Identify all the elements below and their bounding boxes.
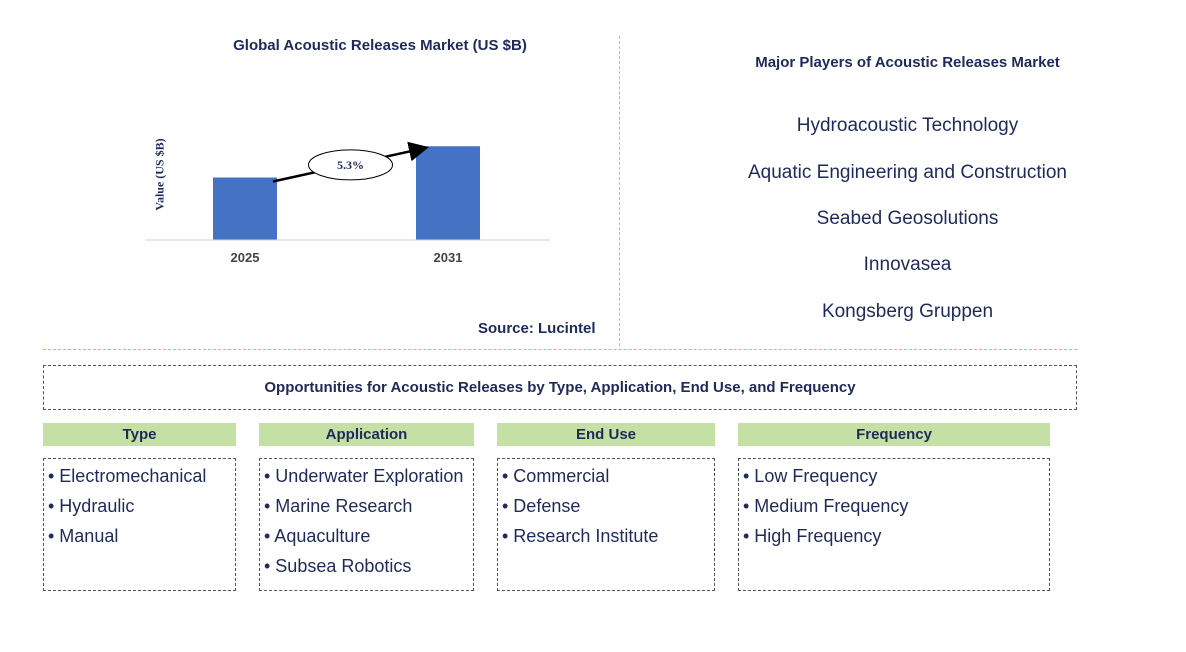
category-item: • Commercial: [502, 466, 610, 486]
source-label: Source: Lucintel: [478, 320, 596, 337]
category-item: • Subsea Robotics: [264, 556, 412, 576]
players-title: Major Players of Acoustic Releases Marke…: [755, 54, 1060, 71]
player-item: Hydroacoustic Technology: [796, 115, 1019, 136]
cagr-label: 5.3%: [337, 158, 364, 172]
category-item: • Aquaculture: [264, 526, 371, 546]
player-item: Seabed Geosolutions: [816, 208, 999, 229]
category-frequency: Frequency • Low Frequency • Medium Frequ…: [738, 423, 1050, 591]
category-list: • Low Frequency • Medium Frequency • Hig…: [738, 458, 1050, 591]
category-list: • Underwater Exploration • Marine Resear…: [259, 458, 474, 591]
bar-chart: 2025 2031 5.3%: [145, 141, 550, 265]
x-tick-label: 2031: [434, 250, 463, 265]
player-item: Aquatic Engineering and Construction: [748, 162, 1067, 183]
category-item: • Underwater Exploration: [264, 466, 464, 486]
category-header: Application: [259, 423, 474, 446]
cagr-ellipse: [308, 149, 393, 181]
category-list: • Electromechanical • Hydraulic • Manual: [43, 458, 236, 591]
vertical-divider: [619, 36, 620, 346]
category-header: End Use: [497, 423, 715, 446]
category-item: • Manual: [48, 526, 119, 546]
bar-2031: [416, 146, 480, 240]
category-item: • Research Institute: [502, 526, 659, 546]
category-item: • High Frequency: [743, 526, 882, 546]
player-item: Innovasea: [863, 254, 952, 275]
horizontal-divider: [43, 349, 1077, 350]
player-item: Kongsberg Gruppen: [821, 301, 994, 322]
opportunities-banner: Opportunities for Acoustic Releases by T…: [43, 365, 1077, 410]
category-type: Type • Electromechanical • Hydraulic • M…: [43, 423, 236, 591]
category-item: • Medium Frequency: [743, 496, 909, 516]
category-application: Application • Underwater Exploration • M…: [259, 423, 474, 591]
category-end-use: End Use • Commercial • Defense • Researc…: [497, 423, 715, 591]
category-header: Type: [43, 423, 236, 446]
chart-title: Global Acoustic Releases Market (US $B): [233, 37, 527, 54]
x-tick-label: 2025: [231, 250, 260, 265]
category-item: • Low Frequency: [743, 466, 878, 486]
opportunities-title: Opportunities for Acoustic Releases by T…: [264, 379, 856, 396]
category-item: • Defense: [502, 496, 581, 516]
category-list: • Commercial • Defense • Research Instit…: [497, 458, 715, 591]
category-item: • Hydraulic: [48, 496, 135, 516]
category-item: • Marine Research: [264, 496, 413, 516]
bar-2025: [213, 177, 277, 240]
category-header: Frequency: [738, 423, 1050, 446]
category-item: • Electromechanical: [48, 466, 207, 486]
